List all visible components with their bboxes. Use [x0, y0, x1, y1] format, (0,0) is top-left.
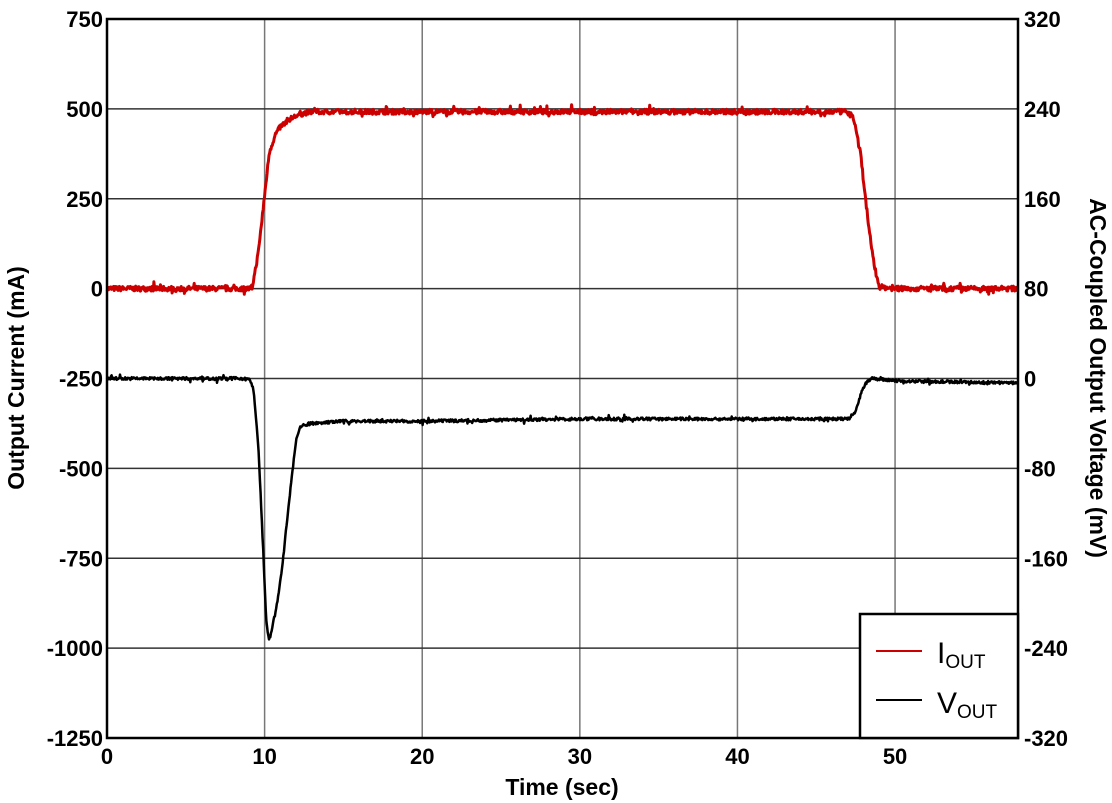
y2-tick-label: -80 [1024, 456, 1056, 481]
y2-tick-label: -240 [1024, 636, 1068, 661]
y-tick-label: 750 [66, 7, 103, 32]
x-axis-label: Time (sec) [505, 774, 618, 800]
legend: IOUT VOUT [858, 612, 1020, 740]
x-tick-label: 40 [725, 744, 749, 769]
y2-tick-label: 240 [1024, 97, 1061, 122]
y-tick-label: 500 [66, 97, 103, 122]
y-tick-label: -1250 [47, 726, 103, 751]
x-tick-labels: 0 10 20 30 40 50 [101, 744, 907, 769]
y-tick-label: -250 [59, 367, 103, 392]
x-tick-label: 20 [410, 744, 434, 769]
legend-label-vout: VOUT [937, 687, 998, 723]
right-y-axis-label: AC-Coupled Output Voltage (mV) [1085, 198, 1111, 558]
right-y-tick-labels: 320 240 160 80 0 -80 -160 -240 -320 [1024, 7, 1068, 751]
series-line-vout [105, 373, 1020, 641]
y-tick-label: -500 [59, 456, 103, 481]
series-line-iout [105, 103, 1019, 296]
y2-tick-label: 0 [1024, 367, 1036, 392]
x-tick-label: 50 [883, 744, 907, 769]
y-tick-label: -750 [59, 546, 103, 571]
y2-tick-label: 160 [1024, 187, 1061, 212]
x-tick-label: 0 [101, 744, 113, 769]
left-y-axis-label: Output Current (mA) [3, 266, 29, 490]
x-tick-label: 30 [568, 744, 592, 769]
y2-tick-label: -160 [1024, 546, 1068, 571]
left-y-tick-labels: 750 500 250 0 -250 -500 -750 -1000 -1250 [47, 7, 103, 751]
y2-tick-label: 80 [1024, 277, 1048, 302]
y-tick-label: 0 [91, 277, 103, 302]
y2-tick-label: 320 [1024, 7, 1061, 32]
y-tick-label: -1000 [47, 636, 103, 661]
y-tick-label: 250 [66, 187, 103, 212]
y2-tick-label: -320 [1024, 726, 1068, 751]
x-tick-label: 10 [252, 744, 276, 769]
plot-frame [105, 17, 1020, 740]
legend-box [858, 612, 1020, 740]
data-series [105, 103, 1020, 641]
legend-label-iout: IOUT [937, 637, 986, 673]
